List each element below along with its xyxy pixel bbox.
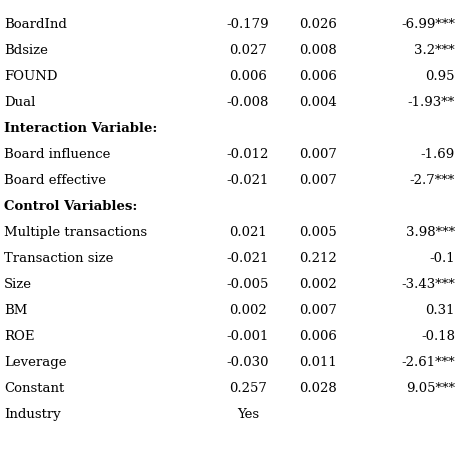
Text: -1.69: -1.69 <box>421 148 455 161</box>
Text: 0.008: 0.008 <box>299 44 337 57</box>
Text: -0.179: -0.179 <box>227 18 269 31</box>
Text: 3.2***: 3.2*** <box>414 44 455 57</box>
Text: Transaction size: Transaction size <box>4 252 113 265</box>
Text: 0.007: 0.007 <box>299 148 337 161</box>
Text: 0.007: 0.007 <box>299 174 337 187</box>
Text: Yes: Yes <box>237 408 259 421</box>
Text: -6.99***: -6.99*** <box>401 18 455 31</box>
Text: 0.95: 0.95 <box>426 70 455 83</box>
Text: 0.027: 0.027 <box>229 44 267 57</box>
Text: 0.011: 0.011 <box>299 356 337 369</box>
Text: ROE: ROE <box>4 330 35 343</box>
Text: 0.004: 0.004 <box>299 96 337 109</box>
Text: 0.026: 0.026 <box>299 18 337 31</box>
Text: 0.021: 0.021 <box>229 226 267 239</box>
Text: 0.005: 0.005 <box>299 226 337 239</box>
Text: 0.257: 0.257 <box>229 382 267 395</box>
Text: 0.006: 0.006 <box>229 70 267 83</box>
Text: -3.43***: -3.43*** <box>401 278 455 291</box>
Text: 0.31: 0.31 <box>426 304 455 317</box>
Text: 0.006: 0.006 <box>299 330 337 343</box>
Text: Industry: Industry <box>4 408 61 421</box>
Text: Leverage: Leverage <box>4 356 66 369</box>
Text: 0.006: 0.006 <box>299 70 337 83</box>
Text: -0.005: -0.005 <box>227 278 269 291</box>
Text: -0.012: -0.012 <box>227 148 269 161</box>
Text: Board effective: Board effective <box>4 174 106 187</box>
Text: 0.007: 0.007 <box>299 304 337 317</box>
Text: Dual: Dual <box>4 96 36 109</box>
Text: Constant: Constant <box>4 382 64 395</box>
Text: -1.93**: -1.93** <box>408 96 455 109</box>
Text: -0.021: -0.021 <box>227 174 269 187</box>
Text: -0.1: -0.1 <box>429 252 455 265</box>
Text: -0.18: -0.18 <box>421 330 455 343</box>
Text: 0.212: 0.212 <box>299 252 337 265</box>
Text: Size: Size <box>4 278 32 291</box>
Text: BM: BM <box>4 304 27 317</box>
Text: -2.7***: -2.7*** <box>410 174 455 187</box>
Text: -0.008: -0.008 <box>227 96 269 109</box>
Text: -0.021: -0.021 <box>227 252 269 265</box>
Text: Interaction Variable:: Interaction Variable: <box>4 122 157 135</box>
Text: Multiple transactions: Multiple transactions <box>4 226 147 239</box>
Text: 9.05***: 9.05*** <box>406 382 455 395</box>
Text: Control Variables:: Control Variables: <box>4 200 137 213</box>
Text: BoardInd: BoardInd <box>4 18 67 31</box>
Text: -0.030: -0.030 <box>227 356 269 369</box>
Text: Board influence: Board influence <box>4 148 110 161</box>
Text: 3.98***: 3.98*** <box>406 226 455 239</box>
Text: FOUND: FOUND <box>4 70 57 83</box>
Text: 0.002: 0.002 <box>299 278 337 291</box>
Text: 0.002: 0.002 <box>229 304 267 317</box>
Text: -0.001: -0.001 <box>227 330 269 343</box>
Text: 0.028: 0.028 <box>299 382 337 395</box>
Text: -2.61***: -2.61*** <box>401 356 455 369</box>
Text: Bdsize: Bdsize <box>4 44 48 57</box>
